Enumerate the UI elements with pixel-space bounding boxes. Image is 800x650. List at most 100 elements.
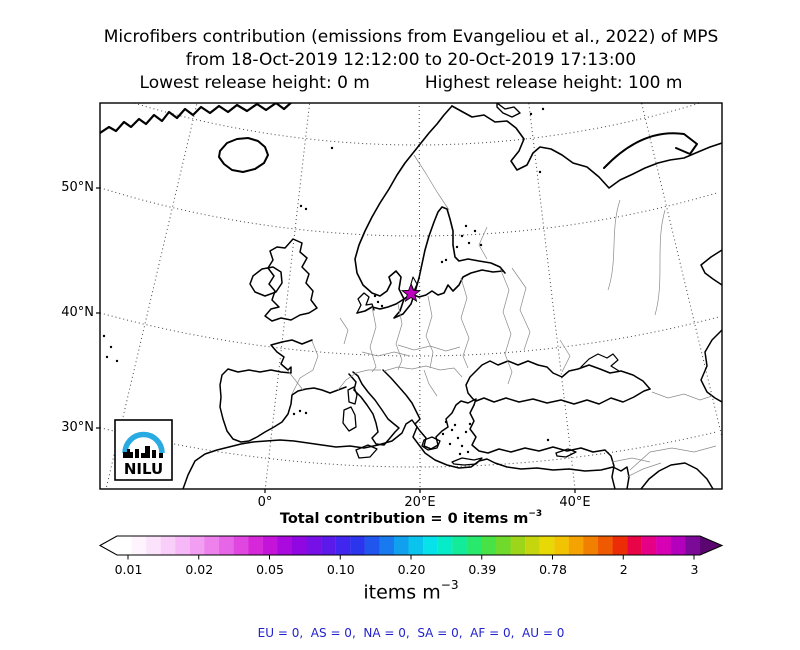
island-dot [448,442,452,446]
coastline-path [555,448,577,458]
island-dot [455,245,459,249]
island-dot [479,243,483,247]
colorbar-segment [423,536,438,555]
border-path [291,340,319,395]
colorbar-segment [641,536,657,555]
nilu-logo-skyline-icon [123,446,163,458]
colorbar-segment [248,536,263,555]
island-dot [460,444,464,448]
coastline-path [356,292,375,314]
coastline-path [451,105,722,189]
nilu-logo: NILU [114,419,173,481]
border-path [511,267,531,351]
island-dot [444,258,448,262]
island-dot [299,204,303,208]
coastline-path [342,406,357,432]
colorbar-segment [219,536,234,555]
colorbar-tick-label: 0.10 [326,562,355,577]
total-contribution-text: Total contribution = 0 items m [279,510,529,527]
colorbar-segment [306,536,322,555]
colorbar-tick-label: 0.39 [468,562,497,577]
nilu-logo-arc-icon [122,431,165,454]
coastline-path [219,339,347,443]
colorbar-units-label: items m−3 [11,578,800,604]
colorbar-segment [408,536,424,555]
colorbar-tick-label: 0.02 [185,562,214,577]
border-path [395,303,403,371]
colorbar-segment [670,536,686,555]
island-dot [466,450,470,454]
parallel-50N [100,187,719,237]
colorbar-segment [554,536,569,555]
colorbar-tick-label: 0.20 [397,562,426,577]
border-path [499,267,513,385]
border-path [383,365,463,378]
lon-tick-20E: 20°E [404,495,436,510]
lon-tick-0: 0° [257,495,273,510]
release-site-star-icon [400,282,422,303]
island-dot [380,304,384,308]
coastline-path [354,105,506,319]
colorbar-segment [175,536,191,555]
colorbar-segment [117,536,132,555]
island-dot [458,452,462,456]
colorbar-segment [131,536,147,555]
lat-tick-30N: 30°N [61,420,94,435]
country-borders [287,154,717,478]
island-dot [546,438,550,442]
border-path [287,370,304,391]
colorbar-segment [656,536,671,555]
island-dot [529,112,533,116]
coastline-path [451,457,483,466]
meridian-20E [418,103,421,489]
coastline-path [100,103,293,135]
parallel-40N [100,312,719,357]
small-islands [102,107,550,456]
colorbar-segment [597,536,613,555]
border-path [559,339,571,373]
coastlines [100,103,722,489]
colorbar-segment [481,536,497,555]
border-path [425,295,434,369]
parallel-60N [132,103,702,146]
island-dot [441,432,445,436]
coastline-path [496,103,521,118]
colorbar-segment [568,536,584,555]
island-dot [105,355,109,359]
colorbar-segment [189,536,205,555]
border-path [369,306,377,373]
island-dot [453,423,457,427]
coastline-path [465,360,651,402]
border-path [423,369,438,397]
title-line3: Lowest release height: 0 m Highest releas… [11,72,800,95]
coastline-path [249,266,283,297]
colorbar-segment [437,536,453,555]
island-dot [304,411,308,415]
colorbar-segment [452,536,467,555]
island-dot [298,409,302,413]
island-dot [444,420,448,424]
colorbar-segment [495,536,511,555]
units-text: items m [363,581,441,604]
title-line2: from 18-Oct-2019 12:12:00 to 20-Oct-2019… [185,50,637,70]
island-dot [464,224,468,228]
colorbar-segment [146,536,161,555]
coastline-path [603,132,698,169]
colorbar [98,535,724,560]
island-dot [467,241,471,245]
figure-title: Microfibers contribution (emissions from… [11,26,800,95]
colorbar-segment [510,536,526,555]
border-path [413,154,450,211]
coastline-path [475,388,651,405]
europe-map: NILU [96,102,723,493]
border-path [397,344,461,352]
border-path [460,277,470,369]
island-dot [538,170,542,174]
coastline-path [356,269,504,314]
coastline-path [182,419,630,489]
colorbar-segment [393,536,409,555]
colorbar-segment [321,536,336,555]
border-path [339,317,349,345]
colorbar-segment [160,536,176,555]
island-dot [456,436,460,440]
